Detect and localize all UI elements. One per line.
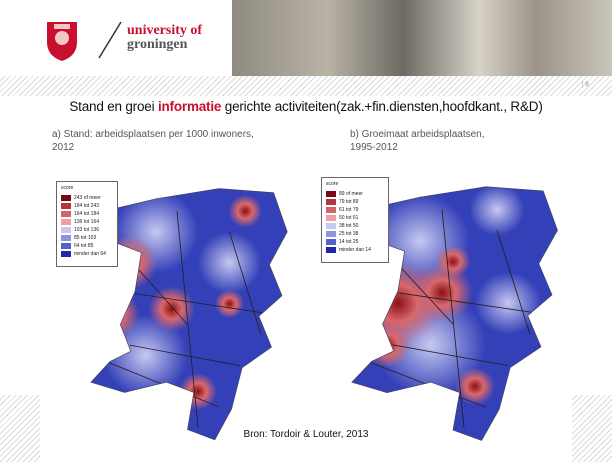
title-part: gerichte activiteiten(zak.+fin.diensten,… — [221, 99, 543, 114]
legend-swatch — [61, 227, 71, 233]
legend-label: 103 tot 136 — [74, 227, 100, 233]
legend-row: 79 tot 89 — [326, 198, 384, 206]
region — [362, 321, 412, 368]
road — [229, 231, 262, 335]
road — [176, 211, 199, 428]
map-title-line: 1995-2012 — [350, 142, 398, 153]
legend-row: 136 tot 164 — [61, 218, 113, 226]
legend-swatch — [61, 195, 71, 201]
title-highlight: informatie — [157, 99, 222, 114]
legend-row: 61 tot 79 — [326, 206, 384, 214]
road — [496, 230, 531, 335]
logo-line-1: university of — [127, 23, 203, 38]
region — [411, 263, 473, 322]
legend-swatch — [61, 243, 71, 249]
legend-swatch — [61, 219, 71, 225]
map-title-line: b) Groeimaat arbeidsplaatsen, — [350, 129, 485, 140]
region — [455, 367, 495, 406]
legend-label: 243 of meer — [74, 195, 101, 201]
legend-label: 50 tot 61 — [339, 215, 359, 221]
region — [475, 272, 541, 335]
map — [90, 188, 288, 441]
road — [397, 292, 542, 315]
legend-label: 25 tot 38 — [339, 231, 359, 237]
legend-label: 136 tot 164 — [74, 219, 100, 225]
region — [179, 372, 217, 410]
region — [90, 289, 140, 339]
legend-swatch — [326, 199, 336, 205]
legend-label: 85 tot 103 — [74, 235, 97, 241]
region — [469, 186, 525, 236]
legend-swatch — [326, 239, 336, 245]
logo-slash — [98, 21, 122, 59]
legend-row: 164 tot 184 — [61, 210, 113, 218]
legend-swatch — [326, 207, 336, 213]
legend-swatch — [326, 191, 336, 197]
hatch-band — [0, 76, 612, 96]
map-border — [351, 186, 558, 441]
legend-row: 243 of meer — [61, 194, 113, 202]
map-title: a) Stand: arbeidsplaatsen per 1000 inwon… — [52, 128, 312, 154]
legend-swatch — [326, 223, 336, 229]
legend-label: 38 tot 50 — [339, 223, 359, 229]
legend-row: minder dan 14 — [326, 246, 384, 254]
legend-label: 14 tot 25 — [339, 239, 359, 245]
map-border — [90, 188, 288, 441]
slide-title: Stand en groei informatie gerichte activ… — [0, 99, 612, 119]
road — [392, 344, 509, 367]
road — [441, 209, 465, 429]
map-fill — [90, 190, 272, 428]
road — [129, 344, 241, 367]
legend-row: 85 tot 103 — [61, 234, 113, 242]
legend-swatch — [326, 215, 336, 221]
legend: score 243 of meer 184 tot 243 164 tot 184 13… — [56, 181, 118, 267]
legend-swatch — [61, 235, 71, 241]
map-title-line: 2012 — [52, 142, 75, 153]
legend-swatch — [61, 203, 71, 209]
legend-swatch — [61, 211, 71, 217]
legend-label: minder dan 64 — [74, 251, 106, 257]
legend-title: score — [61, 185, 74, 191]
hatch-corner — [0, 395, 40, 462]
legend-swatch — [326, 247, 336, 253]
legend-label: 184 tot 243 — [74, 203, 100, 209]
legend-row: 50 tot 61 — [326, 214, 384, 222]
logo-emblem — [47, 22, 77, 61]
map-title-line: a) Stand: arbeidsplaatsen per 1000 inwon… — [52, 129, 254, 140]
legend-row: minder dan 64 — [61, 250, 113, 258]
region — [435, 244, 471, 279]
legend-title: score — [326, 181, 339, 187]
legend-label: 89 of meer — [339, 191, 363, 197]
legend-row: 89 of meer — [326, 190, 384, 198]
hatch-corner — [572, 395, 612, 462]
legend-row: 14 tot 25 — [326, 238, 384, 246]
source: Bron: Tordoir & Louter, 2013 — [236, 426, 376, 444]
legend-row: 38 tot 50 — [326, 222, 384, 230]
title-part: Stand en groei — [69, 99, 158, 114]
legend-row: 64 tot 85 — [61, 242, 113, 250]
legend: score 89 of meer 79 tot 89 61 tot 79 50 tot … — [321, 177, 389, 263]
legend-label: 164 tot 184 — [74, 211, 100, 217]
legend-label: 61 tot 79 — [339, 207, 359, 213]
logo-line-2: groningen — [127, 37, 188, 52]
legend-swatch — [326, 231, 336, 237]
legend-row: 25 tot 38 — [326, 230, 384, 238]
legend-row: 103 tot 136 — [61, 226, 113, 234]
legend-label: 64 tot 85 — [74, 243, 94, 249]
map-title: b) Groeimaat arbeidsplaatsen, 1995-2012 — [350, 128, 590, 154]
header-photo — [232, 0, 612, 76]
legend-label: 79 tot 89 — [339, 199, 359, 205]
header: university of groningen — [0, 0, 612, 76]
region — [214, 289, 245, 319]
page-number: | 9 — [582, 82, 589, 88]
road — [134, 293, 272, 315]
region — [228, 194, 263, 228]
legend-swatch — [61, 251, 71, 257]
region — [198, 231, 261, 294]
legend-row: 184 tot 243 — [61, 202, 113, 210]
legend-label: minder dan 14 — [339, 247, 371, 253]
